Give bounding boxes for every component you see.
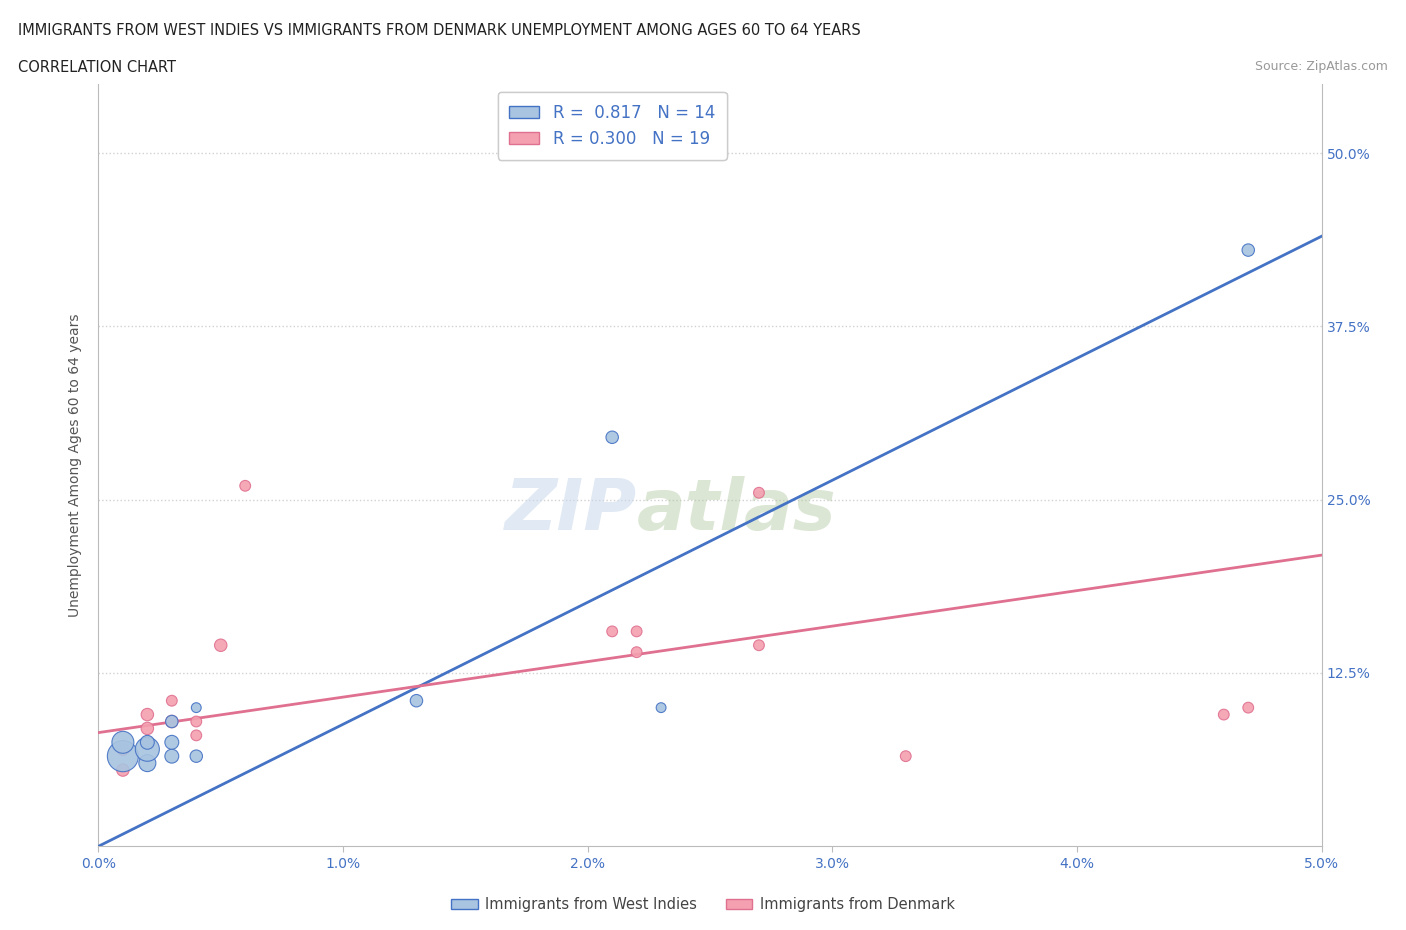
Point: [186, 714, 208, 729]
Point: [160, 693, 183, 708]
Point: [1212, 707, 1234, 722]
Point: [600, 624, 623, 639]
Point: [626, 644, 648, 659]
Point: [136, 756, 159, 771]
Point: [160, 735, 183, 750]
Point: [186, 700, 208, 715]
Point: [209, 638, 232, 653]
Point: [136, 721, 159, 736]
Point: [160, 714, 183, 729]
Point: [233, 478, 256, 493]
Point: [111, 749, 134, 764]
Text: CORRELATION CHART: CORRELATION CHART: [18, 60, 176, 75]
Point: [626, 624, 648, 639]
Legend: R =  0.817   N = 14, R = 0.300   N = 19: R = 0.817 N = 14, R = 0.300 N = 19: [498, 92, 727, 160]
Text: Source: ZipAtlas.com: Source: ZipAtlas.com: [1254, 60, 1388, 73]
Point: [748, 638, 770, 653]
Y-axis label: Unemployment Among Ages 60 to 64 years: Unemployment Among Ages 60 to 64 years: [69, 313, 83, 617]
Point: [1237, 243, 1260, 258]
Point: [186, 749, 208, 764]
Point: [111, 742, 134, 757]
Point: [160, 749, 183, 764]
Point: [748, 485, 770, 500]
Text: atlas: atlas: [637, 476, 837, 545]
Point: [136, 735, 159, 750]
Point: [136, 707, 159, 722]
Point: [160, 714, 183, 729]
Point: [405, 693, 427, 708]
Point: [136, 742, 159, 757]
Legend: Immigrants from West Indies, Immigrants from Denmark: Immigrants from West Indies, Immigrants …: [446, 891, 960, 918]
Point: [600, 430, 623, 445]
Point: [650, 700, 672, 715]
Text: IMMIGRANTS FROM WEST INDIES VS IMMIGRANTS FROM DENMARK UNEMPLOYMENT AMONG AGES 6: IMMIGRANTS FROM WEST INDIES VS IMMIGRANT…: [18, 23, 860, 38]
Point: [111, 735, 134, 750]
Point: [894, 749, 917, 764]
Point: [136, 735, 159, 750]
Point: [111, 763, 134, 777]
Point: [1237, 700, 1260, 715]
Point: [186, 728, 208, 743]
Text: ZIP: ZIP: [505, 476, 637, 545]
